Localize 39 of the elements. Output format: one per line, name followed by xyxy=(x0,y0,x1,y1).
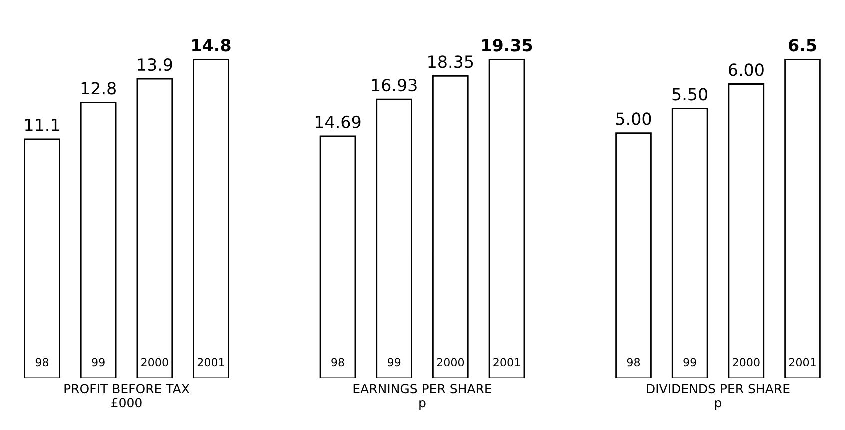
x-tick-label: 2001 xyxy=(789,358,816,367)
data-label: 5.50 xyxy=(672,88,708,101)
data-label: 6.00 xyxy=(729,64,764,76)
data-label: 18.35 xyxy=(428,56,474,68)
x-tick-label: 98 xyxy=(332,358,344,367)
x-tick-label: 99 xyxy=(92,358,105,367)
x-tick-label: 98 xyxy=(627,358,640,367)
x-axis-title: EARNINGS PER SHARE p xyxy=(354,384,492,410)
bar xyxy=(320,136,356,378)
data-label: 11.1 xyxy=(26,119,60,132)
data-label: 6.5 xyxy=(789,39,816,52)
data-label: 12.8 xyxy=(82,82,116,95)
bar xyxy=(136,78,174,378)
data-label: 13.9 xyxy=(138,58,172,72)
bar xyxy=(193,59,230,378)
data-label: 19.35 xyxy=(482,39,532,52)
x-tick-label: 99 xyxy=(388,358,401,367)
x-axis-title: PROFIT BEFORE TAX £000 xyxy=(64,384,190,408)
data-label: 16.93 xyxy=(372,78,417,92)
data-label: 14.8 xyxy=(192,39,231,52)
bar xyxy=(616,132,652,378)
x-tick-label: 2000 xyxy=(733,358,760,367)
bar xyxy=(376,98,412,378)
bar xyxy=(80,102,117,378)
bar xyxy=(672,108,708,378)
bar xyxy=(784,59,821,378)
x-tick-label: 98 xyxy=(36,358,49,367)
bar xyxy=(24,138,60,378)
x-tick-label: 2001 xyxy=(494,358,520,367)
bar xyxy=(728,84,765,378)
data-label: 14.69 xyxy=(316,116,361,128)
x-tick-label: 2000 xyxy=(142,358,168,367)
x-axis-title: DIVIDENDS PER SHARE p xyxy=(647,384,790,410)
bar xyxy=(432,76,469,378)
x-tick-label: 2000 xyxy=(437,358,464,367)
data-label: 5.00 xyxy=(616,112,652,126)
bar xyxy=(488,59,526,378)
x-tick-label: 99 xyxy=(684,358,696,367)
x-tick-label: 2001 xyxy=(198,358,224,367)
